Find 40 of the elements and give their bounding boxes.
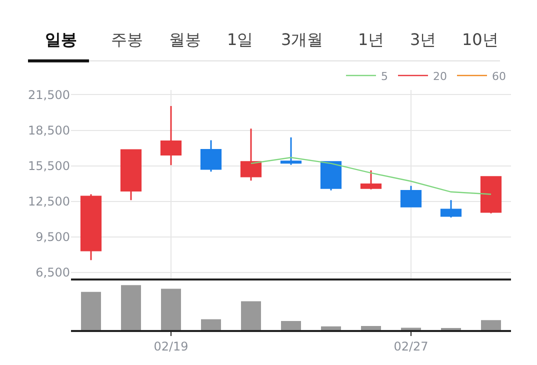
candlestick: [320, 161, 342, 192]
y-tick-label: 6,500: [36, 266, 70, 280]
candlestick: [360, 170, 382, 190]
text: 일봉: [45, 30, 77, 49]
candlestick: [160, 105, 182, 166]
candlestick: [200, 139, 222, 172]
y-tick-label: 9,500: [36, 230, 70, 244]
bar: [481, 320, 501, 330]
candlestick: [480, 176, 502, 214]
text: 1일: [227, 30, 254, 49]
candlestick: [120, 149, 142, 201]
candlestick: [80, 194, 102, 261]
y-tick-label: 15,500: [28, 159, 70, 174]
bar: [161, 288, 181, 330]
bar: [281, 321, 301, 330]
legend-label: 60: [492, 70, 506, 83]
legend-label: 20: [433, 70, 447, 83]
bar: [321, 326, 341, 330]
text: 10년: [462, 30, 498, 49]
candlestick: [280, 136, 302, 166]
text: 월봉: [169, 30, 201, 49]
text: 3년: [410, 30, 436, 49]
x-tick-label: 02/19: [154, 339, 188, 354]
candlestick: [240, 128, 262, 182]
text: 3개월: [281, 30, 324, 49]
y-tick-label: 18,500: [28, 123, 70, 138]
bar: [361, 326, 381, 330]
x-tick-label: 02/27: [394, 339, 428, 354]
bar: [121, 285, 141, 330]
legend-label: 5: [381, 70, 388, 83]
bar: [81, 292, 101, 330]
text: 1년: [358, 30, 384, 49]
text: 주봉: [111, 30, 143, 49]
candlestick: [440, 199, 462, 218]
bar: [201, 319, 221, 330]
y-tick-label: 12,500: [28, 194, 70, 209]
y-tick-label: 21,500: [28, 88, 70, 102]
bar: [241, 301, 261, 330]
line-series: [250, 156, 492, 195]
candlestick: [400, 185, 422, 208]
